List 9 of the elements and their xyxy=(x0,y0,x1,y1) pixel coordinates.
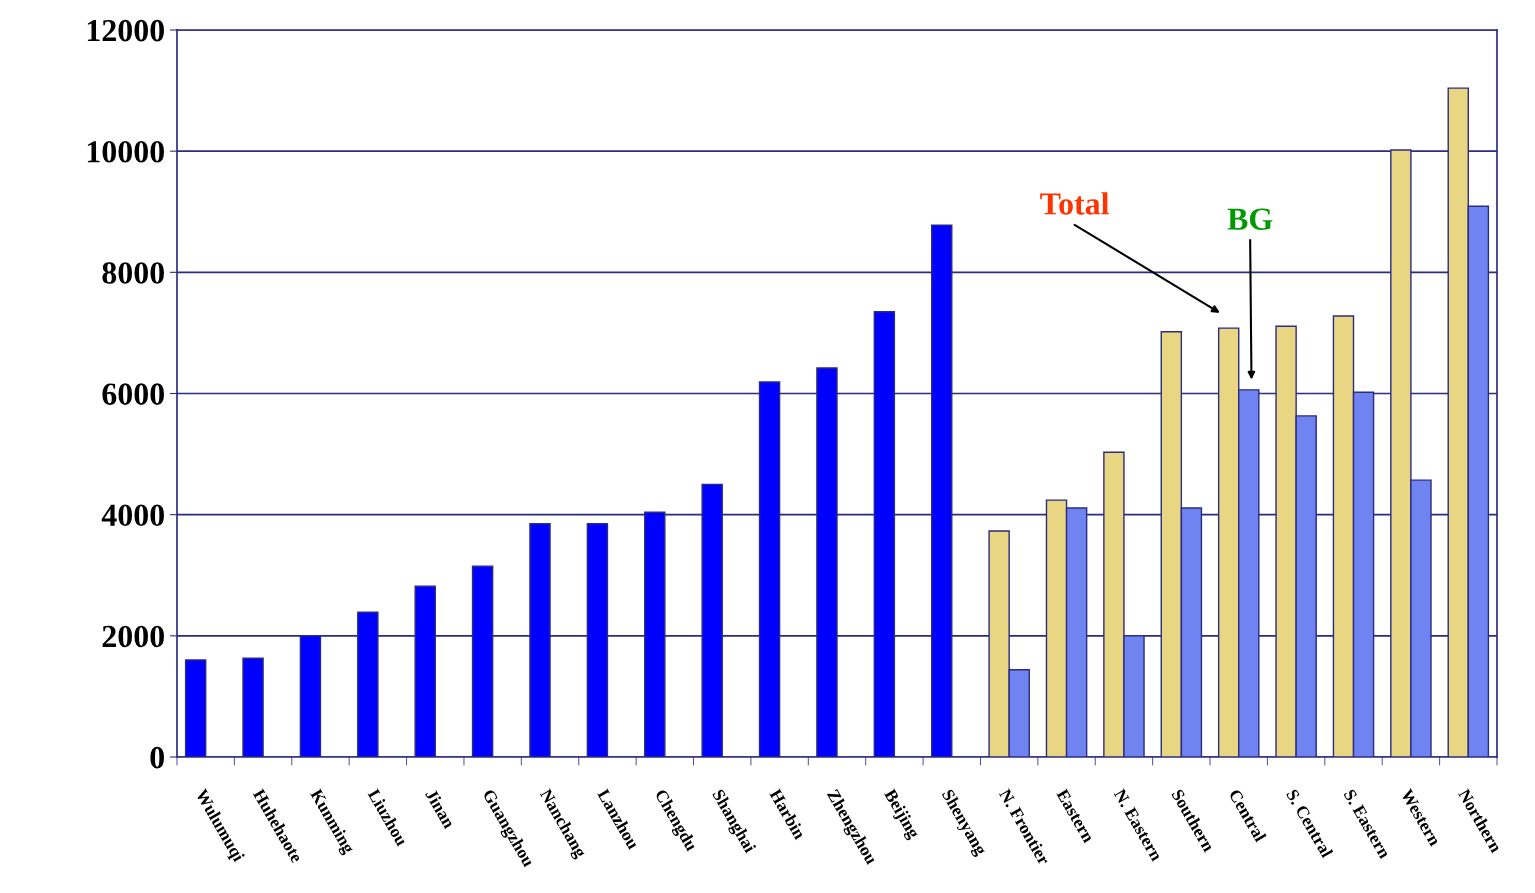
y-tick-label: 8000 xyxy=(102,262,164,284)
y-tick-label: 0 xyxy=(150,746,164,769)
annotation: BG xyxy=(1227,208,1273,230)
y-tick-label: 10000 xyxy=(87,141,164,163)
y-tick-label: 4000 xyxy=(101,504,164,527)
annotation: Total xyxy=(1040,192,1109,215)
y-tick-label: 12000 xyxy=(87,19,164,42)
y-tick-label: 2000 xyxy=(102,625,164,648)
y-tick-label: 6000 xyxy=(102,383,164,405)
